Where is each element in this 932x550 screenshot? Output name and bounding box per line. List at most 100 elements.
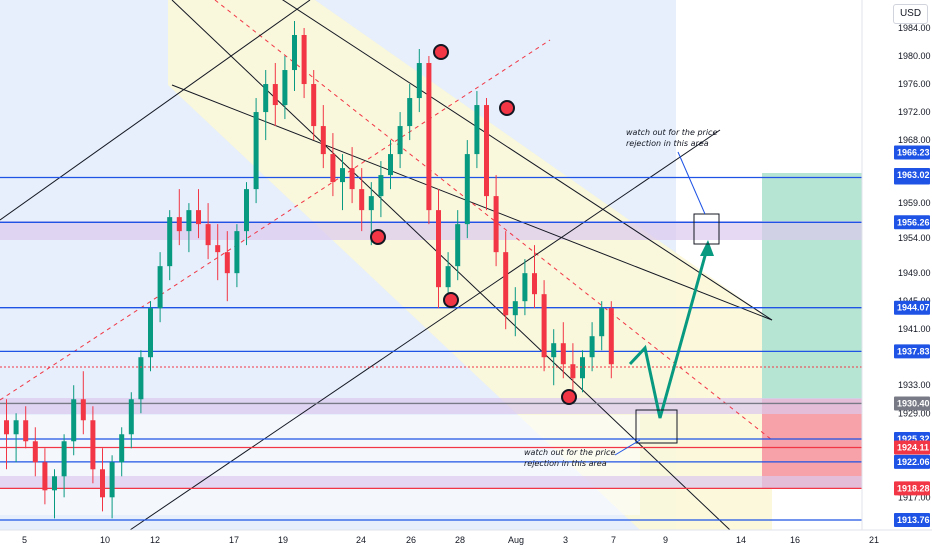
candle-body <box>320 126 326 155</box>
candle-body <box>503 252 509 316</box>
candle-body <box>128 399 134 435</box>
level-badge-label: 1918.28 <box>897 483 930 493</box>
price-badge <box>894 145 930 160</box>
x-tick-label: 5 <box>22 535 27 545</box>
candle-body <box>589 336 595 358</box>
projection-path <box>614 151 720 456</box>
callout-line-lower <box>614 439 641 456</box>
x-tick-labels: 5 10 12 17 19 24 26 28 Aug 3 7 9 14 16 21 <box>22 535 879 545</box>
candle-body <box>474 105 480 155</box>
candle-body <box>205 224 211 246</box>
level-badge <box>894 215 930 230</box>
price-badge <box>894 362 930 377</box>
candle-body <box>493 196 499 253</box>
level-badge-label: 1937.83 <box>897 346 930 356</box>
level-badge <box>894 344 930 359</box>
candle-body <box>512 301 518 316</box>
candle-body <box>388 154 393 176</box>
price-badge-label: 1966.23 <box>897 147 930 157</box>
candle-body <box>330 154 336 183</box>
candle-body <box>186 210 192 232</box>
candle-body <box>359 189 365 211</box>
pivot-marker <box>561 389 577 405</box>
level-badge <box>894 300 930 315</box>
candle-body <box>426 63 432 211</box>
channel-median-line <box>214 0 773 441</box>
zones <box>0 0 862 530</box>
candle-body <box>109 462 115 498</box>
demand-band-lower <box>0 476 862 488</box>
price-badge-label: 1935.23 <box>897 365 930 375</box>
candle-body <box>4 420 9 435</box>
candle-body <box>599 308 605 337</box>
candle-body <box>80 399 86 421</box>
x-tick-label: 12 <box>150 535 160 545</box>
projection-line <box>628 244 710 419</box>
candle-body <box>340 168 345 183</box>
x-tick-label: 26 <box>406 535 416 545</box>
candle-body <box>292 35 297 71</box>
yellow-channel-zone <box>168 0 772 530</box>
candle-body <box>119 434 125 463</box>
y-tick-label: 1954.00 <box>898 233 931 243</box>
candle-body <box>445 266 451 288</box>
y-tick-label: 1976.00 <box>898 79 931 89</box>
y-tick-label: 1933.00 <box>898 380 931 390</box>
time-axis[interactable]: 5 10 12 17 19 24 26 28 Aug 3 7 9 14 16 21 <box>0 529 932 550</box>
candle-body <box>253 112 259 190</box>
annotation-lower-line2: rejection in this area <box>524 459 607 468</box>
channel-upper-line <box>171 84 773 321</box>
callout-line-upper <box>677 151 706 215</box>
y-tick-label: 1929.00 <box>898 408 931 418</box>
x-tick-label: 28 <box>455 535 465 545</box>
y-tick-label: 1941.00 <box>898 324 931 334</box>
annotation-upper-line1: watch out for the price <box>626 128 717 137</box>
price-badge <box>894 167 930 182</box>
price-axis[interactable]: 1984.00 1980.00 1976.00 1972.00 1968.00 1959.… <box>861 0 932 530</box>
candle-body <box>42 462 48 491</box>
candle-body <box>272 84 278 106</box>
level-badge <box>894 454 930 469</box>
price-badges: 1962.661956.261944.071937.831930.401925.… <box>894 145 930 527</box>
candle-body <box>349 168 355 190</box>
candle-body <box>263 84 269 113</box>
y-tick-label: 1959.00 <box>898 198 931 208</box>
annotation-lower-line1: watch out for the price <box>524 448 615 457</box>
candle-body <box>608 308 614 365</box>
candle-body <box>311 84 317 127</box>
rising-channel-median <box>0 39 551 401</box>
candle-body <box>167 217 173 267</box>
projection-arrowhead <box>700 240 714 256</box>
x-tick-label: 7 <box>611 535 616 545</box>
candle-body <box>61 441 67 477</box>
candle-body <box>368 196 374 211</box>
target-zone <box>762 173 862 399</box>
x-tick-label: 24 <box>356 535 366 545</box>
rejection-box-lower <box>635 409 678 444</box>
x-tick-label: 14 <box>736 535 746 545</box>
pivot-markers <box>370 44 577 405</box>
x-tick-label: 9 <box>663 535 668 545</box>
candle-body <box>522 273 528 302</box>
level-badge <box>894 440 930 455</box>
candle-body <box>23 420 29 442</box>
candle-body <box>397 126 403 155</box>
candle-body <box>13 420 19 435</box>
candle-body <box>378 175 384 197</box>
y-tick-labels: 1984.00 1980.00 1976.00 1972.00 1968.00 1959.… <box>898 23 931 502</box>
level-badge-label: 1922.06 <box>897 457 930 467</box>
supply-band-upper <box>0 221 862 240</box>
white-gap-zone <box>0 415 640 515</box>
pivot-marker <box>443 292 459 308</box>
candle-body <box>551 343 557 358</box>
candle-body <box>157 266 163 309</box>
candle-body <box>464 154 470 225</box>
pivot-marker <box>370 229 386 245</box>
level-badge <box>894 513 930 527</box>
pivot-marker <box>433 44 449 60</box>
candle-body <box>71 399 77 442</box>
currency-label[interactable]: USD <box>893 4 928 24</box>
candle-body <box>176 217 182 232</box>
candle-body <box>416 63 422 99</box>
